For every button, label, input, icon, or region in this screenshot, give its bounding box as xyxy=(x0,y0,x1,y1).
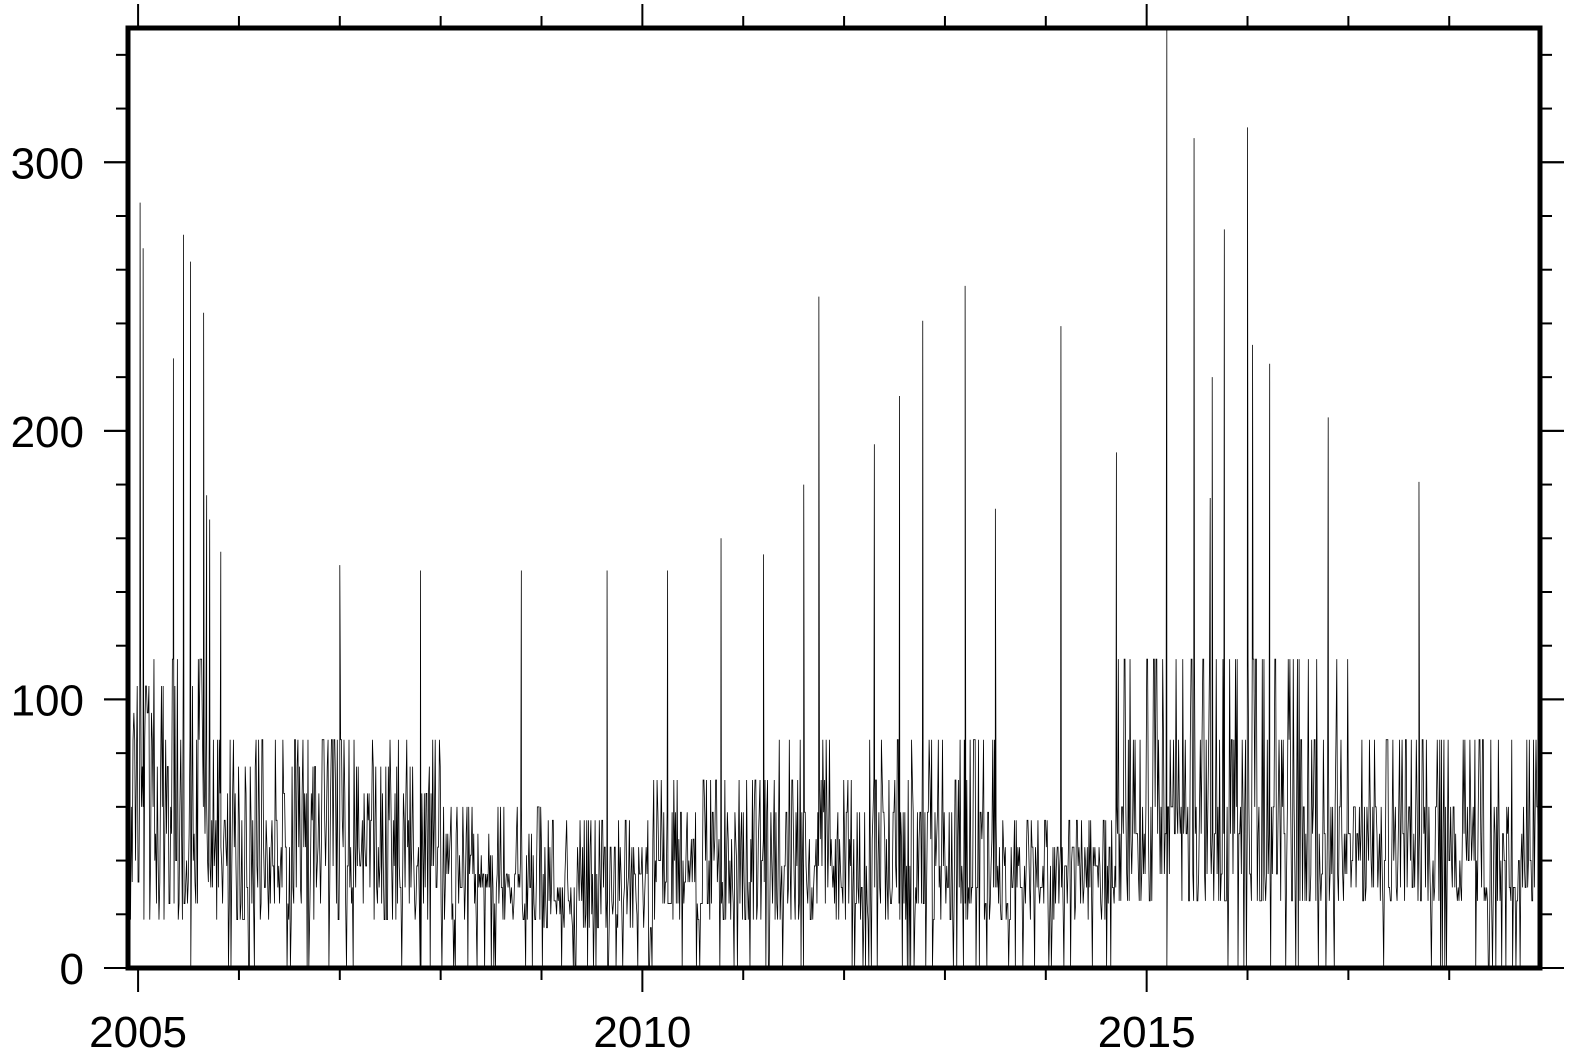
tick-labels: 2005 2010 2015 0 100 200 300 xyxy=(11,139,1196,1057)
series-line xyxy=(127,27,1540,969)
series-path xyxy=(127,27,1540,969)
plot-border xyxy=(125,25,1543,971)
x-tick-label: 2010 xyxy=(593,1008,691,1055)
axis-ticks xyxy=(104,4,1564,992)
y-tick-label: 300 xyxy=(11,139,84,188)
x-tick-label: 2015 xyxy=(1098,1008,1196,1055)
x-tick-label: 2005 xyxy=(89,1008,187,1055)
y-tick-label: 100 xyxy=(11,676,84,725)
y-tick-label: 0 xyxy=(60,945,84,994)
plot-frame xyxy=(125,25,1543,971)
y-tick-label: 200 xyxy=(11,408,84,457)
